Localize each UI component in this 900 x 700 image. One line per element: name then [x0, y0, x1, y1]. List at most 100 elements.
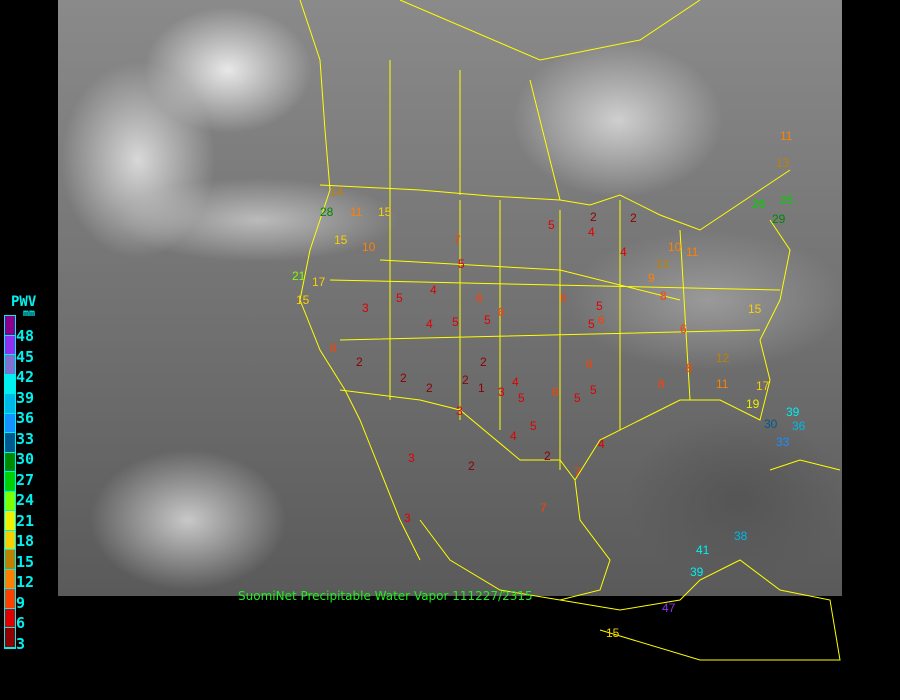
legend-unit: mm — [23, 308, 36, 319]
station-pwv-value: 3 — [456, 404, 463, 418]
legend-swatch — [5, 433, 15, 453]
station-pwv-value: 15 — [748, 302, 762, 316]
station-pwv-value: 14 — [330, 185, 344, 199]
legend-swatch — [5, 491, 15, 511]
legend-swatch — [5, 589, 15, 609]
west-coast — [299, 0, 421, 561]
station-pwv-value: 39 — [786, 405, 800, 419]
legend-label: 3 — [16, 634, 26, 653]
station-pwv-value: 6 — [680, 322, 687, 336]
station-pwv-value: 12 — [716, 351, 730, 365]
station-pwv-value: 11 — [350, 205, 363, 219]
station-pwv-value: 4 — [620, 245, 627, 259]
station-pwv-value: 26 — [752, 197, 766, 211]
station-pwv-value: 3 — [408, 451, 415, 465]
station-pwv-value: 25 — [780, 193, 794, 207]
station-pwv-value: 2 — [400, 371, 407, 385]
station-pwv-value: 5 — [588, 317, 595, 331]
legend-label: 21 — [16, 511, 35, 530]
cuba — [769, 459, 841, 471]
station-pwv-value: 2 — [480, 355, 487, 369]
station-pwv-value: 3 — [404, 511, 411, 525]
station-pwv-value: 11 — [780, 129, 793, 143]
station-pwv-value: 19 — [746, 397, 760, 411]
station-pwv-value: 4 — [430, 283, 437, 297]
station-pwv-value: 7 — [540, 501, 547, 515]
station-pwv-value: 15 — [296, 293, 310, 307]
station-pwv-value: 15 — [334, 233, 348, 247]
station-pwv-value: 8 — [660, 289, 667, 303]
station-pwv-value: 17 — [756, 379, 770, 393]
station-pwv-value: 5 — [396, 291, 403, 305]
station-pwv-value: 39 — [690, 565, 704, 579]
legend-swatch — [5, 569, 15, 589]
station-pwv-value: 2 — [426, 381, 433, 395]
station-pwv-value: 5 — [458, 257, 465, 271]
legend-swatch — [5, 511, 15, 531]
us-canada-border — [319, 169, 791, 231]
station-pwv-value: 6 — [498, 305, 505, 319]
station-pwv-value: 2 — [590, 210, 597, 224]
station-pwv-value: 5 — [596, 299, 603, 313]
legend-swatch — [5, 374, 15, 394]
station-pwv-value: 6 — [598, 313, 605, 327]
legend-label: 24 — [16, 491, 35, 509]
station-pwv-value: 6 — [586, 357, 593, 371]
station-pwv-value: 4 — [588, 225, 595, 239]
color-scale-bar — [4, 315, 16, 649]
canada-provinces — [389, 0, 701, 201]
legend-swatch — [5, 413, 15, 433]
station-pwv-value: 8 — [658, 377, 665, 391]
station-pwv-value: 41 — [696, 543, 710, 557]
station-pwv-value: 30 — [764, 417, 778, 431]
legend-title: PWV — [11, 294, 37, 310]
station-pwv-value: 21 — [292, 269, 306, 283]
station-pwv-value: 7 — [574, 465, 581, 479]
legend-label: 39 — [16, 388, 35, 407]
station-pwv-value: 5 — [548, 218, 555, 232]
station-pwv-value: 47 — [662, 601, 676, 615]
legend-swatch — [5, 608, 15, 628]
station-pwv-value: 5 — [590, 383, 597, 397]
station-pwv-value: 13 — [776, 156, 790, 170]
station-pwv-value: 11 — [686, 245, 699, 259]
station-pwv-value: 15 — [378, 205, 392, 219]
station-pwv-value: 3 — [498, 385, 505, 399]
legend-label: 42 — [16, 368, 35, 386]
legend-label: 36 — [16, 409, 35, 427]
station-pwv-value: 7 — [454, 233, 461, 247]
station-pwv-value: 10 — [668, 240, 682, 254]
station-pwv-value: 15 — [606, 626, 620, 640]
station-pwv-value: 8 — [686, 361, 693, 375]
station-pwv-value: 5 — [574, 391, 581, 405]
legend-label: 6 — [16, 614, 26, 632]
legend-swatch — [5, 316, 15, 336]
station-pwv-value: 2 — [462, 373, 469, 387]
station-pwv-value: 9 — [648, 271, 655, 285]
station-pwv-value: 6 — [476, 291, 483, 305]
station-pwv-value: 4 — [512, 375, 519, 389]
legend-label: 18 — [16, 532, 35, 550]
legend-swatch — [5, 394, 15, 414]
station-pwv-value: 29 — [772, 212, 786, 226]
station-pwv-value: 5 — [484, 313, 491, 327]
legend-label: 48 — [16, 327, 35, 345]
station-pwv-value: 11 — [716, 377, 729, 391]
station-pwv-value: 6 — [330, 341, 337, 355]
legend-swatch — [5, 550, 15, 570]
station-pwv-value: 5 — [530, 419, 537, 433]
legend-label: 27 — [16, 470, 35, 489]
legend-label: 30 — [16, 450, 35, 468]
station-pwv-value: 12 — [656, 257, 670, 271]
gulf-coast — [419, 219, 791, 601]
station-pwv-value: 33 — [776, 435, 790, 449]
legend-label: 12 — [16, 573, 35, 591]
station-pwv-value: 5 — [452, 315, 459, 329]
legend-label: 45 — [16, 347, 35, 366]
station-pwv-value: 6 — [560, 291, 567, 305]
station-pwv-value: 17 — [312, 275, 326, 289]
station-pwv-value: 1 — [478, 381, 485, 395]
station-pwv-value: 38 — [734, 529, 748, 543]
station-pwv-value: 2 — [468, 459, 475, 473]
